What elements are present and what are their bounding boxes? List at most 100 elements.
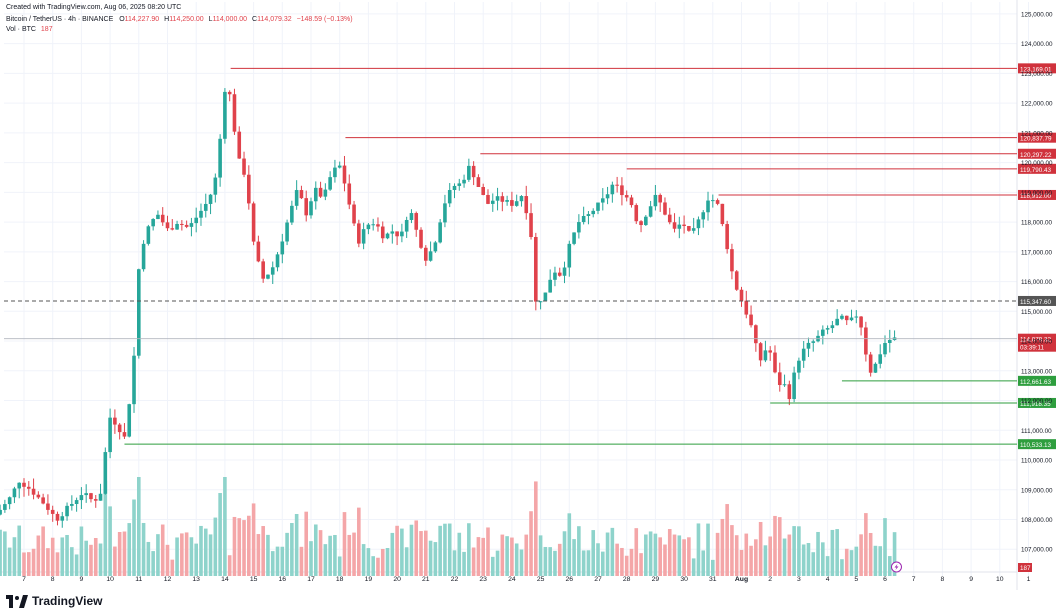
- candle-body: [730, 249, 734, 272]
- candle-body: [70, 503, 74, 506]
- y-tick-label: 113,000.00: [1021, 368, 1053, 375]
- volume-bar: [443, 523, 447, 576]
- candle-body: [682, 224, 686, 227]
- y-tick-label: 117,000.00: [1021, 249, 1053, 256]
- candle-body: [835, 318, 839, 326]
- volume-bar: [615, 543, 619, 576]
- volume-bar: [333, 534, 337, 576]
- candle-body: [553, 272, 557, 280]
- candle-body: [500, 196, 505, 202]
- candle-body: [347, 183, 352, 205]
- x-tick-label: 16: [279, 576, 287, 583]
- candle-body: [50, 509, 55, 514]
- candle-body: [103, 452, 108, 494]
- x-tick-label: 14: [221, 576, 229, 583]
- candle-body: [342, 165, 347, 184]
- brand-name: TradingView: [32, 594, 103, 608]
- candle-body: [170, 228, 175, 230]
- y-tick-label: 118,000.00: [1021, 220, 1053, 227]
- y-tick-label: 123,000.00: [1021, 71, 1053, 78]
- candle-body: [620, 185, 624, 196]
- candle-body: [127, 404, 132, 437]
- change-value: −148.59 (−0.13%): [296, 16, 353, 23]
- candle-body: [452, 185, 457, 191]
- candle-body: [773, 352, 777, 373]
- volume-bar: [285, 532, 289, 576]
- volume-bar: [854, 546, 859, 576]
- volume-bar: [328, 535, 332, 576]
- candle-body: [31, 488, 36, 495]
- candle-body: [261, 261, 265, 279]
- candle-body: [476, 177, 481, 188]
- volume-bar: [199, 525, 203, 576]
- tradingview-brand[interactable]: TradingView: [6, 594, 102, 608]
- x-tick-label: 18: [336, 576, 344, 583]
- symbol-legend: Bitcoin / TetherUS · 4h · BINANCE O114,2…: [6, 16, 353, 23]
- volume-bars: [0, 477, 897, 576]
- candle-body: [380, 226, 385, 239]
- level-tag: [1018, 132, 1056, 143]
- high-value: 114,250.00: [169, 16, 204, 23]
- dashed-level-label: 115,347.60: [1020, 299, 1052, 306]
- volume-bar: [715, 532, 720, 576]
- volume-bar: [744, 533, 749, 576]
- volume-bar: [70, 547, 74, 576]
- candle-body: [567, 243, 572, 268]
- volume-bar: [873, 545, 878, 576]
- volume-bar: [653, 533, 658, 576]
- candle-body: [629, 197, 634, 206]
- candle-body: [414, 213, 419, 230]
- volume-bar: [433, 542, 438, 576]
- y-tick-label: 114,000.00: [1021, 339, 1053, 346]
- volume-bar: [12, 537, 17, 576]
- candle-body: [806, 342, 811, 349]
- volume-bar: [117, 532, 122, 576]
- volume-bar: [782, 538, 787, 576]
- candle-body: [572, 232, 576, 244]
- candle-body: [490, 200, 495, 204]
- candle-body: [299, 190, 304, 199]
- candle-body: [270, 267, 275, 275]
- volume-bar: [467, 523, 471, 576]
- candle-body: [758, 343, 763, 361]
- volume-bar: [357, 507, 361, 576]
- candle-body: [672, 222, 677, 229]
- y-tick-label: 122,000.00: [1021, 101, 1053, 108]
- x-tick-label: 21: [422, 576, 430, 583]
- y-tick-label: 121,000.00: [1021, 130, 1053, 137]
- volume-bar: [247, 515, 251, 576]
- y-tick-label: 119,000.00: [1021, 190, 1053, 197]
- candle-body: [117, 424, 122, 433]
- y-tick-label: 112,000.00: [1021, 398, 1053, 405]
- volume-bar: [160, 524, 165, 576]
- volume-bar: [170, 559, 175, 576]
- candle-body: [768, 350, 772, 353]
- x-tick-label: 2: [768, 576, 772, 583]
- y-tick-label: 108,000.00: [1021, 517, 1053, 524]
- volume-bar: [581, 550, 586, 576]
- volume-bar: [514, 543, 519, 576]
- candle-body: [777, 372, 782, 386]
- volume-bar: [672, 534, 677, 576]
- volume-bar: [538, 535, 543, 576]
- volume-bar: [562, 531, 567, 576]
- volume-bar: [256, 534, 261, 576]
- candle-body: [22, 482, 26, 487]
- candle-body: [749, 314, 753, 326]
- close-value: 114,079.32: [257, 16, 292, 23]
- volume-bar: [452, 550, 457, 576]
- level-label: 120,837.79: [1020, 136, 1052, 143]
- candle-body: [122, 432, 127, 437]
- candle-body: [404, 219, 409, 232]
- volume-bar: [500, 534, 505, 576]
- volume-bar: [629, 548, 634, 576]
- volume-badge: [1018, 563, 1032, 572]
- volume-bar: [184, 532, 189, 576]
- open-label: O: [119, 16, 125, 23]
- candle-body: [519, 196, 524, 202]
- candle-body: [859, 316, 863, 328]
- volume-bar: [859, 534, 863, 576]
- candle-body: [610, 184, 615, 195]
- volume-bar: [41, 526, 45, 576]
